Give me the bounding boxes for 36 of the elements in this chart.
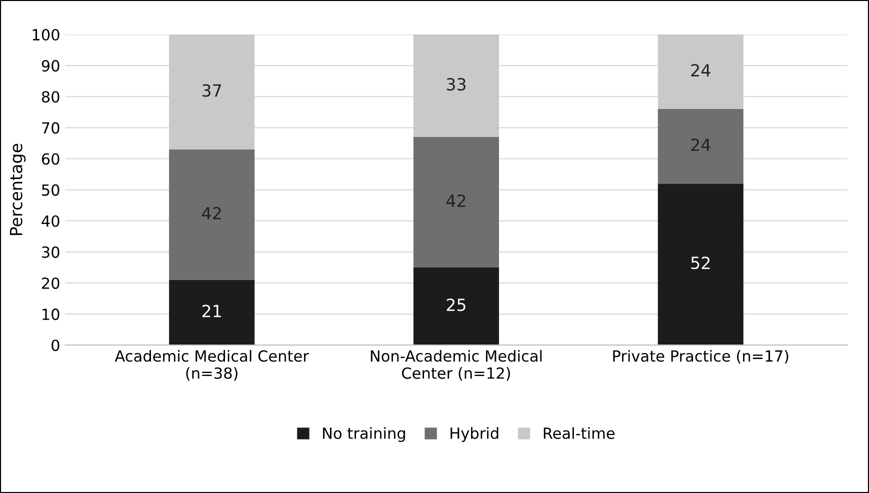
bar <box>658 184 744 346</box>
x-tick-label: Academic Medical Center (n=38) <box>114 350 309 381</box>
bar <box>658 34 744 110</box>
data-label: 37 <box>202 84 221 97</box>
y-tick-label: 60 <box>42 153 60 165</box>
bar <box>413 34 499 138</box>
y-tick-label: 90 <box>42 60 60 72</box>
bar <box>169 149 255 280</box>
bar <box>413 267 499 346</box>
y-tick-label: 30 <box>42 246 60 258</box>
bar <box>658 109 744 184</box>
data-label: 33 <box>446 78 466 91</box>
y-tick-label: 20 <box>42 277 60 290</box>
y-tick-label: 80 <box>42 91 60 103</box>
y-tick-label: 0 <box>52 340 60 352</box>
legend-label: Hybrid <box>450 427 498 442</box>
data-label: 24 <box>691 64 710 76</box>
data-label: 24 <box>691 138 710 151</box>
data-label: 42 <box>202 206 221 220</box>
y-tick-label: 70 <box>42 122 60 134</box>
data-label: 52 <box>691 256 710 270</box>
x-tick-label: Private Practice (n=17) <box>613 350 788 364</box>
y-tick-label: 10 <box>42 308 60 320</box>
data-label: 42 <box>446 194 466 207</box>
bar <box>413 137 499 268</box>
bar <box>169 280 255 346</box>
y-tick-label: 100 <box>32 28 60 41</box>
y-tick-label: 40 <box>42 215 60 227</box>
legend-label: Real-time <box>544 427 615 440</box>
legend-label: No training <box>323 427 405 442</box>
y-axis-title: Percentage <box>10 144 26 236</box>
bar <box>169 34 255 150</box>
y-tick-label: 50 <box>42 184 60 196</box>
data-label: 21 <box>202 304 221 318</box>
x-tick-label: Non-Academic Medical Center (n=12) <box>370 350 542 381</box>
data-label: 25 <box>446 298 466 312</box>
